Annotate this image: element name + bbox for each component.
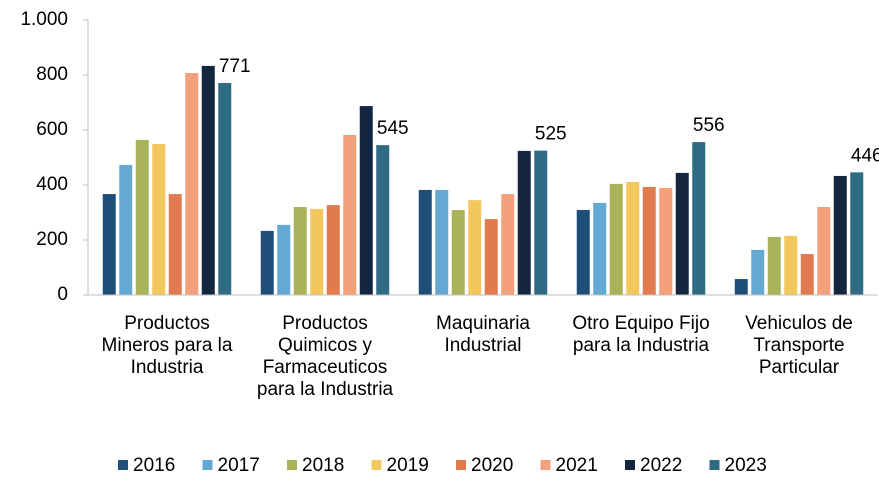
y-tick-label: 200 [36,229,68,250]
bar [218,82,232,295]
bar [817,207,831,295]
bar [484,219,498,295]
y-tick-label: 800 [36,64,68,85]
bar [326,205,340,295]
bar [135,139,149,295]
legend-swatch [371,460,382,470]
bar [734,279,748,295]
x-tick-label: Productos Quimicos y Farmaceuticos para … [256,313,394,400]
bar [152,144,166,295]
legend-swatch [456,460,466,470]
y-tick-label: 400 [36,174,68,195]
bar [576,210,590,295]
bar [833,175,847,295]
bar [751,249,765,295]
y-tick-label: 0 [57,284,68,305]
legend-swatch [625,460,635,470]
bar [642,186,656,295]
bar [784,235,798,295]
legend-label: 2021 [556,455,598,476]
bar [850,172,864,295]
bar [692,142,706,295]
bar [293,207,307,295]
legend-swatch [540,460,551,470]
bar [277,224,291,295]
bar [659,188,673,295]
bar [343,134,357,295]
bar [185,73,199,295]
legend-swatch [202,460,213,470]
bar [119,164,133,295]
bar [260,230,274,295]
data-label: 771 [219,56,251,77]
data-label: 556 [693,115,725,136]
x-tick-label: Maquinaria Industrial [436,313,530,356]
x-tick-label: Vehiculos de Transporte Particular [745,313,853,378]
bar [359,106,373,295]
legend-label: 2016 [133,455,175,476]
bar [675,172,689,295]
bar [501,194,515,295]
bar [517,150,531,295]
legend-label: 2020 [471,455,513,476]
x-tick-label: Productos Mineros para la Industria [101,313,233,378]
data-label: 525 [535,124,567,145]
bar [451,210,465,295]
bar [534,150,548,295]
bar [310,208,324,295]
bar [593,202,607,295]
legend-swatch [709,460,720,470]
bar [168,194,182,295]
bar [800,254,814,295]
data-label: 446 [851,145,879,166]
bar [201,65,215,295]
bar [626,181,640,295]
bar [418,189,432,295]
bar [468,200,482,295]
legend-label: 2023 [725,455,767,476]
y-tick-label: 1.000 [20,9,68,30]
bar [609,183,623,295]
bar [767,236,781,295]
legend-label: 2018 [302,455,344,476]
legend-swatch [287,460,297,470]
legend-label: 2022 [640,455,682,476]
legend-label: 2017 [218,455,260,476]
legend-swatch [118,460,128,470]
bar [376,145,390,295]
x-tick-label: Otro Equipo Fijo para la Industria [572,313,710,356]
data-label: 545 [377,118,409,139]
y-tick-label: 600 [36,119,68,140]
bar [102,194,116,295]
bar [435,189,449,295]
legend-label: 2019 [387,455,429,476]
